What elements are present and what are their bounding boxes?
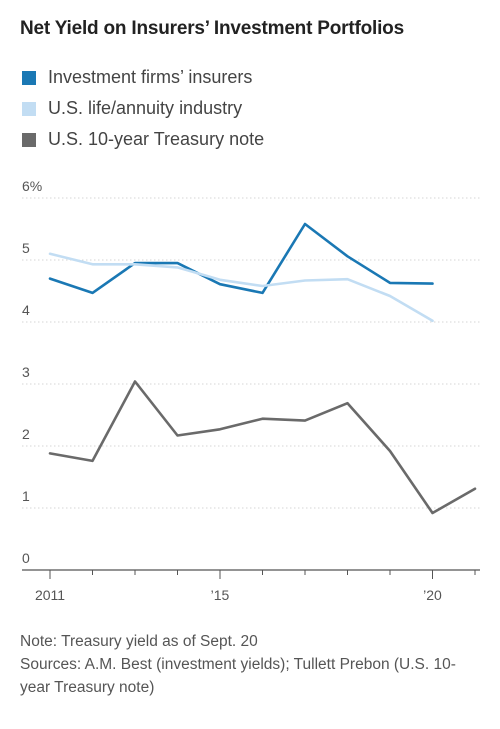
x-tick-label: 2011 [35, 587, 65, 603]
legend-item-treasury: U.S. 10-year Treasury note [22, 124, 264, 155]
y-tick-label: 3 [22, 364, 30, 380]
sources-text: Sources: A.M. Best (investment yields); … [20, 656, 456, 696]
legend-label-life-annuity: U.S. life/annuity industry [48, 98, 243, 118]
chart-title: Net Yield on Insurers’ Investment Portfo… [20, 18, 404, 39]
y-tick-label: 1 [22, 488, 30, 504]
series-line-2 [48, 380, 477, 515]
y-tick-label: 5 [22, 240, 30, 256]
y-axis-ticks: 6% 5 4 3 2 1 0 [22, 178, 42, 566]
legend-item-investment-firms: Investment firms’ insurers [22, 62, 264, 93]
legend-item-life-annuity: U.S. life/annuity industry [22, 93, 264, 124]
legend-label-investment-firms: Investment firms’ insurers [48, 67, 253, 87]
y-tick-label: 6% [22, 178, 42, 194]
x-tick-label: ’20 [423, 587, 442, 603]
legend-swatch-investment-firms [22, 70, 36, 85]
y-tick-label: 4 [22, 302, 30, 318]
legend-label-treasury: U.S. 10-year Treasury note [48, 129, 265, 149]
series-lines [48, 222, 477, 515]
legend-swatch-life-annuity [22, 101, 36, 116]
x-axis: 2011 ’15 ’20 [35, 570, 476, 603]
note-text: Note: Treasury yield as of Sept. 20 [20, 633, 258, 650]
gridlines [22, 197, 480, 571]
legend: Investment firms’ insurers U.S. life/ann… [22, 62, 264, 155]
legend-swatch-treasury [22, 132, 36, 147]
y-tick-label: 2 [22, 426, 30, 442]
chart-notes: Note: Treasury yield as of Sept. 20 Sour… [20, 630, 460, 699]
series-line-1 [48, 252, 434, 323]
series-line-0 [48, 222, 434, 295]
y-tick-label: 0 [22, 550, 30, 566]
x-tick-label: ’15 [211, 587, 230, 603]
